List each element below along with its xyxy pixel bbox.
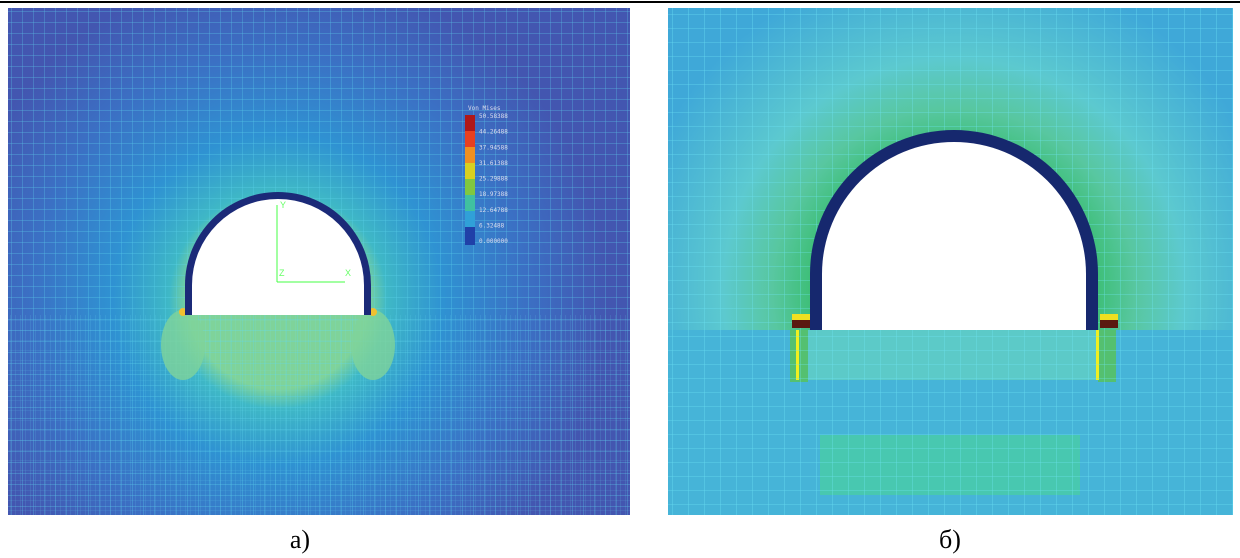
legend-value: 44.26488 [479,129,508,136]
axis-label: X [345,268,351,278]
legend-value: 50.58388 [479,113,508,120]
legend-value: 0.000000 [479,238,508,245]
legend-value: 37.94588 [479,144,508,151]
axis-label: Z [279,268,285,278]
panel-b [668,8,1233,515]
legend-value: 18.97388 [479,191,508,198]
caption: б) [939,525,961,554]
legend-value: 6.32488 [479,222,505,229]
legend-value: 25.29888 [479,176,508,183]
panel-a: Y Z X Von Mises 50.58388 44.26488 37.94588… [8,8,630,515]
colorbar [465,115,475,245]
figure: Y Z X Von Mises 50.58388 44.26488 37.94588… [0,0,1240,558]
legend-value: 31.61388 [479,160,508,167]
legend-title: Von Mises [468,105,501,112]
legend-value: 12.64788 [479,207,508,214]
caption: а) [290,525,310,554]
axis-label: Y [280,200,286,210]
page: Y Z X Von Mises 50.58388 44.26488 37.94588… [0,0,1240,558]
